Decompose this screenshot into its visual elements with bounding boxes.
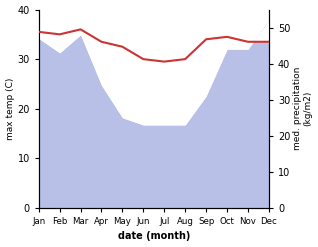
Y-axis label: max temp (C): max temp (C) bbox=[5, 78, 15, 140]
X-axis label: date (month): date (month) bbox=[118, 231, 190, 242]
Y-axis label: med. precipitation
(kg/m2): med. precipitation (kg/m2) bbox=[293, 67, 313, 150]
